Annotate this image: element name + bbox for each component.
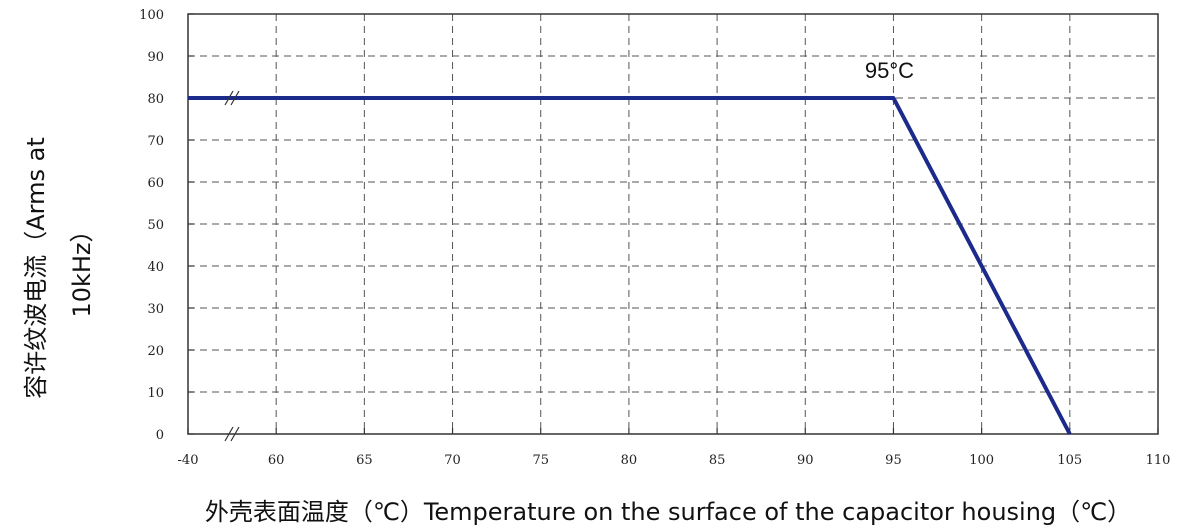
annotations: 95°C — [865, 58, 914, 83]
x-tick-label: -40 — [178, 453, 199, 468]
x-tick-label: 100 — [969, 453, 994, 468]
y-tick-label: 50 — [147, 218, 164, 233]
x-axis-label: 外壳表面温度（℃）Temperature on the surface of t… — [205, 498, 1131, 526]
grid — [187, 13, 1159, 435]
y-tick-label: 80 — [147, 92, 164, 107]
y-tick-label: 10 — [147, 386, 164, 401]
y-axis-label-line2: 10kHz） — [68, 218, 96, 317]
x-tick-label: 65 — [356, 453, 373, 468]
axis-break-marks — [224, 90, 240, 442]
y-tick-label: 70 — [147, 134, 164, 149]
series-line — [188, 96, 1072, 435]
x-tick-label: 105 — [1057, 453, 1082, 468]
axis-break-mark — [224, 90, 234, 106]
x-tick-label: 110 — [1146, 453, 1171, 468]
y-tick-label: 100 — [139, 8, 164, 23]
plot-frame — [187, 13, 1159, 435]
x-tick-label: 85 — [709, 453, 726, 468]
x-tick-label: 70 — [444, 453, 461, 468]
y-axis-label-line1: 容许纹波电流（Arms at — [22, 137, 50, 399]
x-tick-label: 95 — [885, 453, 902, 468]
x-tick-label: 80 — [621, 453, 638, 468]
y-tick-label: 60 — [147, 176, 164, 191]
y-tick-label: 20 — [147, 344, 164, 359]
y-tick-label: 0 — [156, 428, 164, 443]
axis-break-mark — [230, 90, 240, 106]
x-tick-label: 75 — [532, 453, 549, 468]
axis-break-mark — [224, 426, 234, 442]
x-tick-labels: -40 60 65 70 75 80 85 90 95 100 105 110 — [178, 453, 1171, 468]
axis-break-mark — [230, 426, 240, 442]
y-tick-label: 90 — [147, 50, 164, 65]
x-tick-label: 60 — [268, 453, 285, 468]
y-tick-label: 40 — [147, 260, 164, 275]
y-tick-labels: 0 10 20 30 40 50 60 70 80 90 100 — [139, 8, 164, 443]
series-lines — [188, 96, 1072, 435]
x-tick-label: 90 — [797, 453, 814, 468]
y-tick-label: 30 — [147, 302, 164, 317]
annotation-label: 95°C — [865, 58, 914, 83]
